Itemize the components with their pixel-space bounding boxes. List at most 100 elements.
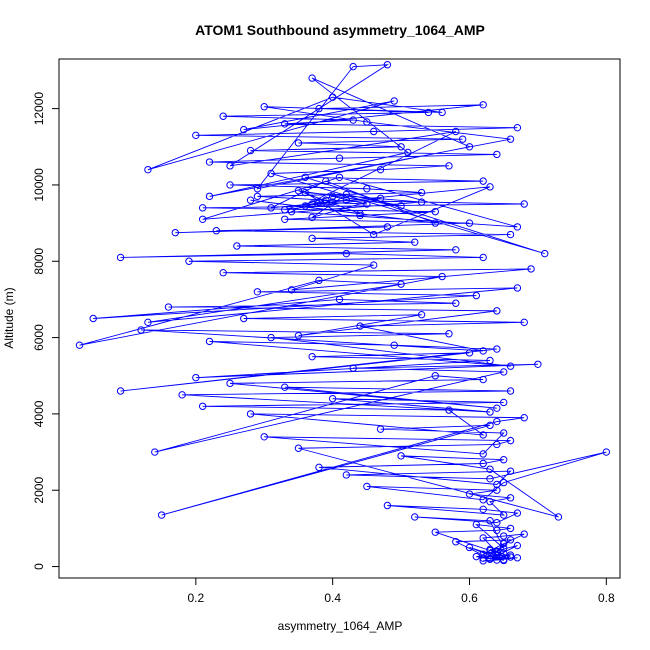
data-point xyxy=(246,146,255,155)
data-point xyxy=(486,356,494,365)
data-point xyxy=(486,497,494,506)
data-point xyxy=(383,501,392,510)
data-point xyxy=(506,362,515,370)
data-point xyxy=(342,471,351,479)
data-point xyxy=(424,108,433,117)
data-point xyxy=(267,204,275,212)
data-point xyxy=(226,181,234,189)
data-point xyxy=(198,402,207,410)
data-point xyxy=(479,450,487,458)
data-point xyxy=(534,360,542,368)
data-point xyxy=(294,444,303,452)
data-point xyxy=(137,326,145,334)
data-point xyxy=(240,314,248,323)
data-point xyxy=(376,165,385,174)
data-point xyxy=(493,480,501,489)
data-point xyxy=(527,265,535,273)
data-point xyxy=(335,173,344,182)
y-tick-label: 2000 xyxy=(32,477,46,504)
data-point xyxy=(363,482,371,491)
data-point xyxy=(500,539,508,548)
data-point xyxy=(493,150,501,159)
x-tick-label: 0.8 xyxy=(598,591,615,605)
data-point xyxy=(116,387,125,395)
data-point xyxy=(513,123,522,132)
data-point xyxy=(431,219,439,227)
data-point xyxy=(397,452,405,460)
data-point xyxy=(500,544,508,552)
data-point xyxy=(342,196,351,204)
data-point xyxy=(328,394,337,403)
data-point xyxy=(500,511,508,519)
data-point xyxy=(356,211,364,220)
data-point xyxy=(438,272,446,281)
data-point xyxy=(144,165,152,174)
x-tick-label: 0.6 xyxy=(461,591,478,605)
data-point xyxy=(328,198,337,206)
data-point xyxy=(383,61,392,69)
data-point xyxy=(520,530,528,538)
data-point xyxy=(479,505,487,514)
data-point xyxy=(431,207,439,216)
data-point xyxy=(205,192,214,201)
data-point xyxy=(301,202,309,210)
data-point xyxy=(370,127,378,136)
data-point xyxy=(479,534,487,542)
data-point xyxy=(281,206,289,214)
data-point xyxy=(445,406,453,414)
data-point xyxy=(493,307,501,315)
data-point xyxy=(520,414,528,422)
data-point xyxy=(520,200,528,208)
data-point xyxy=(335,295,344,304)
data-point xyxy=(267,333,275,342)
data-point xyxy=(308,200,316,208)
data-point xyxy=(513,509,522,517)
data-point xyxy=(287,286,296,294)
data-point xyxy=(376,194,385,202)
plot-frame xyxy=(58,58,621,579)
data-point xyxy=(315,463,323,472)
data-point xyxy=(233,242,241,250)
data-point xyxy=(472,520,481,529)
data-point xyxy=(404,148,412,157)
data-point xyxy=(465,490,474,498)
data-point xyxy=(315,198,323,206)
data-point xyxy=(178,391,186,399)
data-point xyxy=(465,219,474,227)
data-point xyxy=(506,536,515,544)
data-point xyxy=(246,410,255,418)
data-point xyxy=(322,196,330,204)
data-point xyxy=(479,459,487,468)
x-tick-label: 0.2 xyxy=(187,591,204,605)
data-point xyxy=(219,112,227,120)
data-point xyxy=(486,421,494,430)
data-point xyxy=(219,269,227,277)
data-point xyxy=(253,192,262,201)
data-point xyxy=(397,202,405,210)
data-point xyxy=(493,404,501,412)
data-point xyxy=(479,496,487,504)
data-point xyxy=(506,387,515,395)
data-point xyxy=(472,552,481,561)
data-point xyxy=(322,177,330,185)
data-point xyxy=(246,196,255,204)
data-point xyxy=(315,276,323,285)
data-point xyxy=(397,143,405,151)
x-axis-label: asymmetry_1064_AMP xyxy=(278,619,403,633)
data-point xyxy=(226,162,234,170)
data-point xyxy=(417,188,426,197)
series-line xyxy=(79,64,607,562)
data-point xyxy=(397,280,405,288)
data-point xyxy=(452,538,460,546)
data-point xyxy=(287,207,296,216)
data-point xyxy=(452,246,460,254)
data-point xyxy=(192,131,200,140)
data-point xyxy=(253,185,262,193)
data-point xyxy=(294,139,303,147)
data-point xyxy=(500,398,508,407)
data-point xyxy=(479,101,487,109)
data-point xyxy=(506,494,515,502)
data-point xyxy=(465,349,474,357)
y-axis: 0 2000 4000 6000 8000 10000 12000 xyxy=(32,92,59,570)
data-point xyxy=(328,93,337,101)
